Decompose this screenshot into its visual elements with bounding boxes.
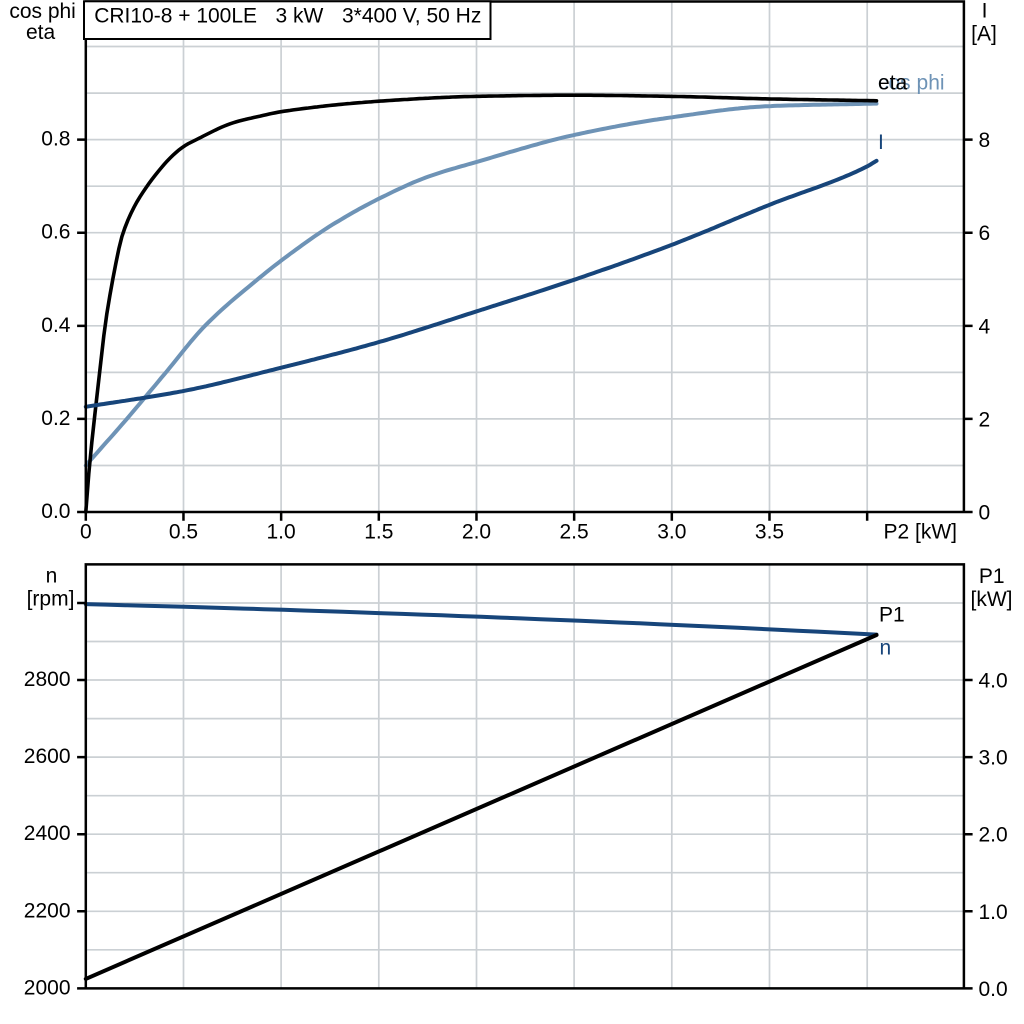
svg-text:[A]: [A]	[971, 23, 997, 46]
svg-text:cos phi: cos phi	[9, 0, 76, 23]
svg-text:0.8: 0.8	[41, 128, 70, 151]
svg-text:3.5: 3.5	[755, 521, 784, 544]
svg-text:1.0: 1.0	[266, 521, 295, 544]
svg-text:2.5: 2.5	[559, 521, 588, 544]
svg-text:0: 0	[80, 521, 92, 544]
svg-text:3*400 V, 50 Hz: 3*400 V, 50 Hz	[342, 4, 481, 27]
svg-text:eta: eta	[878, 72, 908, 95]
svg-text:0.4: 0.4	[41, 314, 71, 337]
svg-text:0.2: 0.2	[41, 407, 70, 430]
svg-text:0.5: 0.5	[169, 521, 198, 544]
svg-text:4.0: 4.0	[979, 670, 1008, 693]
svg-text:P1: P1	[979, 565, 1005, 588]
svg-text:6: 6	[979, 222, 991, 245]
svg-text:1.0: 1.0	[979, 901, 1008, 924]
svg-text:0.6: 0.6	[41, 221, 70, 244]
svg-text:CRI10-8 + 100LE: CRI10-8 + 100LE	[94, 4, 257, 27]
svg-text:8: 8	[979, 129, 991, 152]
svg-text:2200: 2200	[24, 899, 71, 922]
svg-text:I: I	[982, 0, 988, 23]
svg-text:1.5: 1.5	[364, 521, 393, 544]
svg-text:0: 0	[979, 502, 991, 525]
svg-text:2000: 2000	[24, 976, 71, 999]
svg-text:eta: eta	[26, 21, 56, 44]
svg-text:3 kW: 3 kW	[276, 4, 324, 27]
svg-text:[kW]: [kW]	[971, 588, 1013, 611]
svg-text:2600: 2600	[24, 745, 71, 768]
svg-text:3.0: 3.0	[979, 747, 1008, 770]
svg-text:0.0: 0.0	[41, 500, 70, 523]
svg-text:n: n	[46, 565, 58, 588]
svg-text:2.0: 2.0	[462, 521, 491, 544]
svg-text:2400: 2400	[24, 822, 71, 845]
svg-text:[rpm]: [rpm]	[27, 588, 75, 611]
svg-text:3.0: 3.0	[657, 521, 686, 544]
svg-text:P1: P1	[879, 604, 905, 627]
svg-text:I: I	[878, 131, 884, 154]
svg-text:2.0: 2.0	[979, 824, 1008, 847]
svg-text:P2 [kW]: P2 [kW]	[883, 521, 957, 544]
svg-text:4: 4	[979, 315, 991, 338]
svg-text:2: 2	[979, 408, 991, 431]
svg-text:cos phi: cos phi	[878, 72, 945, 95]
svg-text:2800: 2800	[24, 668, 71, 691]
svg-text:0.0: 0.0	[979, 978, 1008, 1001]
svg-text:n: n	[880, 636, 892, 659]
